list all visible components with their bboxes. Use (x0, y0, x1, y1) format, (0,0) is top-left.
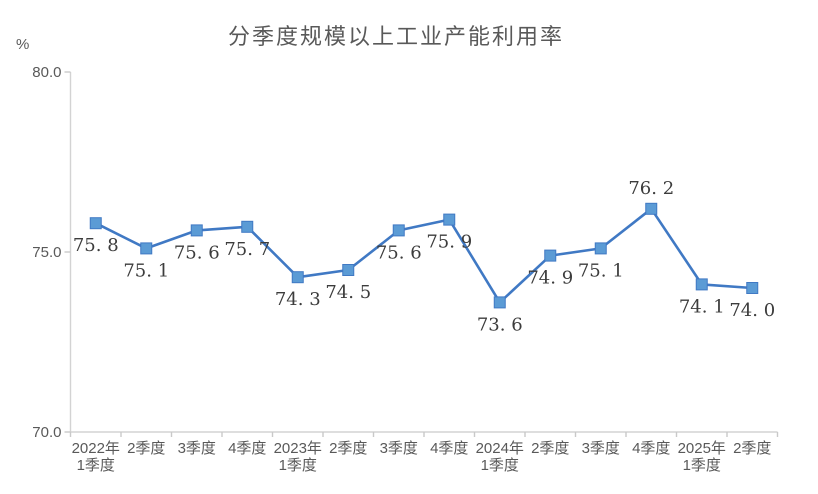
data-point-label: 75. 7 (224, 239, 270, 260)
data-point-label: 76. 2 (628, 178, 674, 199)
data-point-marker (241, 220, 254, 233)
x-axis-category-label: 4季度 (430, 440, 468, 457)
x-axis-category-label: 2022年 1季度 (72, 440, 120, 474)
x-axis-category-label: 2季度 (127, 440, 165, 457)
data-point-marker (392, 224, 405, 237)
data-point-marker (291, 271, 304, 284)
data-point-marker (746, 282, 759, 294)
data-point-marker (342, 264, 355, 276)
y-axis-tick-label: 75.0 (32, 244, 61, 261)
data-point-label: 73. 6 (477, 314, 523, 335)
data-point-label: 74. 5 (325, 282, 371, 303)
x-axis-category-label: 3季度 (380, 440, 418, 457)
data-point-label: 74. 1 (679, 296, 725, 317)
data-point-label: 74. 3 (275, 289, 321, 310)
x-axis-category-label: 2025年 1季度 (678, 440, 726, 474)
chart-title: 分季度规模以上工业产能利用率 (227, 24, 564, 49)
y-axis-tick-label: 80.0 (32, 64, 61, 81)
data-point-marker (89, 217, 102, 230)
data-point-marker (443, 213, 456, 226)
data-point-marker (645, 202, 658, 215)
data-point-label: 75. 1 (578, 260, 624, 281)
data-point-marker (544, 249, 557, 262)
x-axis-category-label: 2023年 1季度 (274, 440, 322, 474)
data-point-label: 74. 9 (527, 268, 573, 289)
series-line (95, 207, 753, 304)
x-axis-category-label: 3季度 (178, 440, 216, 457)
x-axis-category-label: 2024年 1季度 (476, 440, 524, 474)
x-axis-category-label: 2季度 (531, 440, 569, 457)
data-point-label: 75. 6 (174, 242, 220, 263)
data-point-marker (493, 296, 506, 309)
data-point-marker (190, 224, 203, 237)
x-axis-category-label: 4季度 (228, 440, 266, 457)
x-axis-category-label: 3季度 (582, 440, 620, 457)
data-point-label: 75. 8 (73, 235, 119, 256)
data-point-label: 75. 6 (376, 242, 422, 263)
data-point-label: 74. 0 (729, 300, 775, 321)
x-axis-category-label: 4季度 (632, 440, 670, 457)
data-point-marker (695, 278, 708, 291)
data-point-label: 75. 1 (123, 260, 169, 281)
data-point-marker (140, 242, 153, 255)
y-axis-unit-label: % (16, 36, 30, 53)
y-axis-tick-label: 70.0 (32, 424, 61, 441)
data-point-label: 75. 9 (426, 232, 472, 253)
x-axis-category-label: 2季度 (329, 440, 367, 457)
data-point-marker (594, 242, 607, 255)
x-axis-category-label: 2季度 (733, 440, 771, 457)
